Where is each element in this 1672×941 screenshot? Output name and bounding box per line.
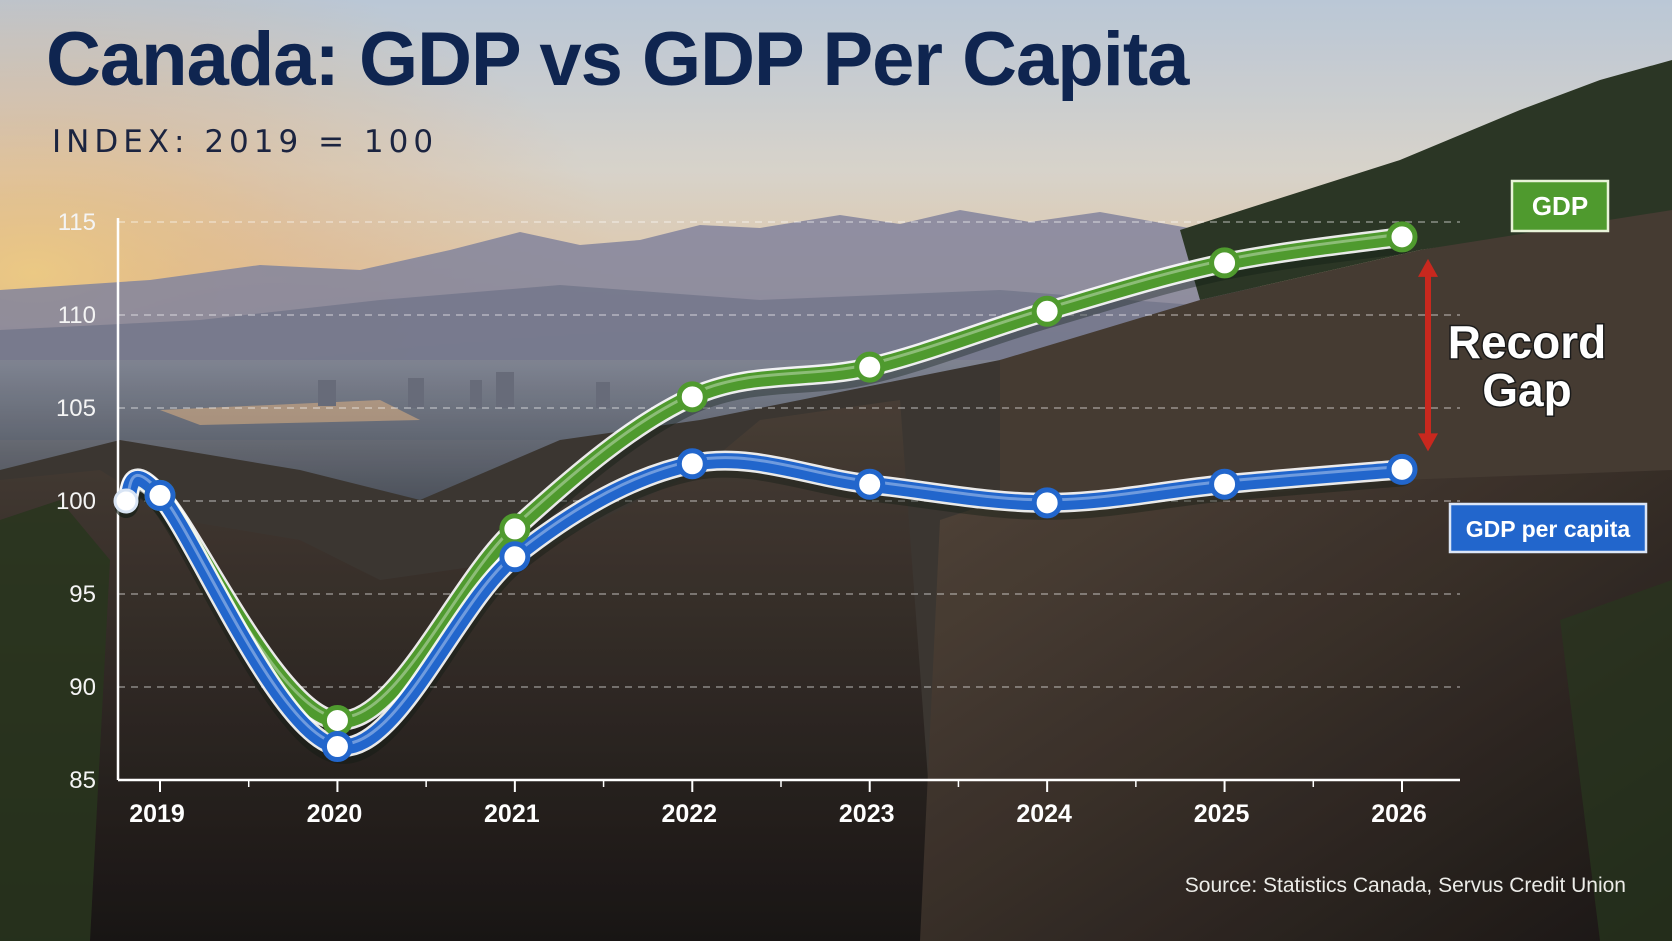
x-tick-label: 2022: [661, 800, 717, 828]
gridlines: [118, 221, 1460, 688]
gdp-point: [321, 704, 353, 736]
gdp-per-capita-line: [118, 453, 1410, 755]
gdp-label-bg: [1510, 179, 1610, 233]
gap-arrow-head-down: [1418, 433, 1438, 452]
gdp-point: [1386, 221, 1418, 253]
series-labels: GDP GDP per capita: [1448, 179, 1648, 554]
x-tick-label: 2019: [129, 800, 185, 828]
record-gap-label: Record: [1448, 316, 1606, 368]
x-tick-label: 2026: [1371, 800, 1427, 828]
y-tick-label: 95: [69, 581, 96, 608]
gdp-per-capita-point: [144, 479, 176, 511]
series-lines: [115, 226, 1413, 764]
gdp-per-capita-point: [854, 468, 886, 500]
chart-subtitle: INDEX: 2019 = 100: [52, 124, 439, 160]
chart-title: Canada: GDP vs GDP Per Capita: [46, 17, 1189, 102]
y-tick-label: 90: [69, 674, 96, 701]
gdp-point: [676, 381, 708, 413]
x-tick-label: 2021: [484, 800, 540, 828]
gdp-point: [1209, 247, 1241, 279]
gdp-per-capita-label-box: GDP per capita: [1448, 502, 1648, 554]
gap-arrow-head-up: [1418, 258, 1438, 277]
x-tick-label: 2025: [1194, 800, 1250, 828]
gdp-per-capita-label-bg: [1448, 502, 1648, 554]
gdp-point: [854, 351, 886, 383]
gdp-per-capita-point: [499, 541, 531, 573]
index-start-point: [113, 488, 139, 514]
gdp-point: [499, 513, 531, 545]
data-points: [113, 221, 1418, 763]
x-tick-label: 2020: [307, 800, 363, 828]
axes: [116, 218, 1460, 782]
series-highlight: [124, 456, 1404, 746]
y-tick-label: 115: [58, 209, 96, 236]
gdp-point: [1031, 295, 1063, 327]
gdp-per-capita-point: [1209, 468, 1241, 500]
gdp-per-capita-point: [321, 731, 353, 763]
x-tick-label: 2024: [1016, 800, 1072, 828]
gdp-label-box: GDP: [1510, 179, 1610, 233]
x-axis-ticks: 2019 2020 2021 2022 2023 2024 2025 2026: [129, 780, 1427, 828]
y-axis-ticks: 85 90 95 100 105 110 115: [56, 209, 96, 794]
gdp-per-capita-point: [1031, 487, 1063, 519]
x-tick-label: 2023: [839, 800, 895, 828]
y-tick-label: 100: [56, 488, 96, 515]
y-tick-label: 105: [56, 395, 96, 422]
record-gap-label: Gap: [1482, 364, 1571, 416]
y-tick-label: 85: [69, 767, 96, 794]
source-note: Source: Statistics Canada, Servus Credit…: [1184, 874, 1626, 897]
gdp-label-text: GDP: [1532, 191, 1588, 221]
gdp-per-capita-point: [1386, 453, 1418, 485]
y-tick-label: 110: [58, 302, 96, 329]
gdp-per-capita-label-text: GDP per capita: [1466, 516, 1631, 542]
gdp-per-capita-point: [676, 448, 708, 480]
